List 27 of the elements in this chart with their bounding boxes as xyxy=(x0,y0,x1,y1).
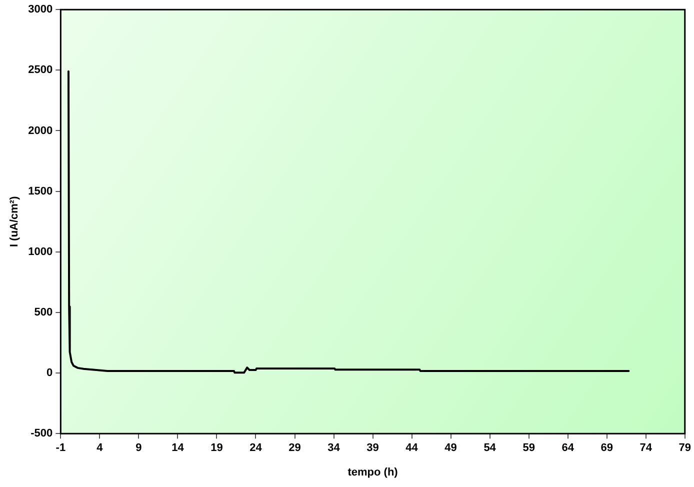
x-tick-label: 54 xyxy=(484,442,497,454)
x-tick-label: 19 xyxy=(210,442,223,454)
x-tick-label: 29 xyxy=(288,442,301,454)
y-tick-label: 500 xyxy=(34,306,53,318)
y-tick-label: 3000 xyxy=(28,4,53,16)
x-tick-label: 49 xyxy=(444,442,457,454)
y-axis-title: I (uA/cm²) xyxy=(8,196,21,247)
y-tick-label: 1000 xyxy=(28,246,53,258)
y-tick-label: -500 xyxy=(30,428,53,440)
x-tick-label: -1 xyxy=(56,442,66,454)
y-tick-label: 2000 xyxy=(28,124,53,137)
x-tick-label: 9 xyxy=(136,442,142,454)
x-tick-label: 44 xyxy=(406,442,419,454)
y-tick-label: 2500 xyxy=(28,64,53,76)
x-tick-label: 69 xyxy=(600,442,613,454)
x-axis-title: tempo (h) xyxy=(348,466,398,478)
x-tick-label: 4 xyxy=(96,442,104,454)
x-tick-label: 39 xyxy=(366,442,379,454)
x-tick-label: 59 xyxy=(522,442,535,454)
x-tick-label: 74 xyxy=(640,442,653,454)
y-tick-label: 1500 xyxy=(28,185,53,198)
x-tick-label: 79 xyxy=(678,442,692,454)
y-tick-label: 0 xyxy=(46,367,53,380)
x-tick-label: 34 xyxy=(328,442,341,454)
x-tick-label: 64 xyxy=(562,442,575,454)
x-tick-label: 24 xyxy=(250,442,263,454)
x-tick-label: 14 xyxy=(172,442,185,454)
